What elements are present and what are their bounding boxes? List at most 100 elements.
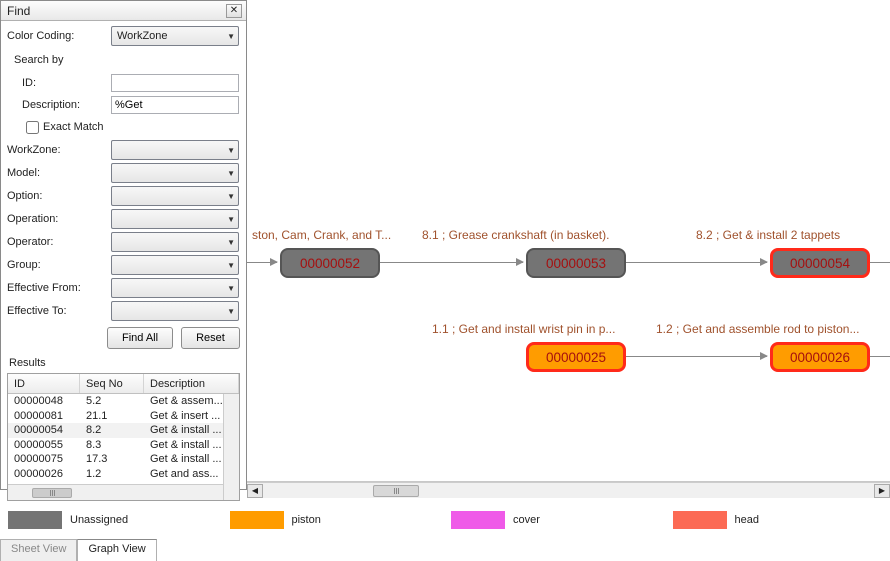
tab-graph-view[interactable]: Graph View <box>77 539 156 561</box>
id-label: ID: <box>22 77 111 89</box>
chevron-down-icon: ▼ <box>227 32 235 41</box>
filter-label: Option: <box>7 190 111 202</box>
color-coding-value: WorkZone <box>117 30 168 42</box>
col-desc-header[interactable]: Description <box>144 374 239 393</box>
col-seq-header[interactable]: Seq No <box>80 374 144 393</box>
find-panel: Find ✕ Color Coding: WorkZone ▼ Search b… <box>0 0 247 490</box>
filter-select[interactable]: ▼ <box>111 278 239 298</box>
filter-label: Group: <box>7 259 111 271</box>
legend-swatch <box>230 511 284 529</box>
graph-edge <box>380 262 523 263</box>
exact-match-checkbox[interactable] <box>26 121 39 134</box>
scroll-track[interactable] <box>263 484 874 498</box>
cell-id: 00000026 <box>8 468 80 480</box>
graph-node[interactable]: 00000054 <box>770 248 870 278</box>
description-row: Description: <box>8 94 239 116</box>
id-input[interactable] <box>111 74 239 92</box>
filter-label: Model: <box>7 167 111 179</box>
canvas-h-scroll[interactable]: ◀ ▶ <box>247 482 890 498</box>
filter-label: WorkZone: <box>7 144 111 156</box>
filter-label: Operator: <box>7 236 111 248</box>
legend-label: piston <box>292 514 321 526</box>
filter-select[interactable]: ▼ <box>111 209 239 229</box>
find-form: Color Coding: WorkZone ▼ Search by ID: D… <box>1 21 246 505</box>
cell-id: 00000055 <box>8 439 80 451</box>
description-input[interactable] <box>111 96 239 114</box>
chevron-down-icon: ▼ <box>227 215 235 224</box>
graph-edge <box>626 356 767 357</box>
chevron-down-icon: ▼ <box>227 307 235 316</box>
legend-swatch <box>451 511 505 529</box>
legend-item: cover <box>451 511 661 529</box>
filter-select[interactable]: ▼ <box>111 232 239 252</box>
results-table: ID Seq No Description 000000485.2Get & a… <box>7 373 240 501</box>
table-row[interactable]: 000000261.2Get and ass... <box>8 467 239 482</box>
color-coding-select[interactable]: WorkZone ▼ <box>111 26 239 46</box>
table-row[interactable]: 000000485.2Get & assem... <box>8 394 239 409</box>
node-label: 8.2 ; Get & install 2 tappets <box>696 228 840 242</box>
reset-button[interactable]: Reset <box>181 327 240 349</box>
button-row: Find All Reset <box>7 323 240 353</box>
graph-node[interactable]: 00000026 <box>770 342 870 372</box>
results-v-scroll[interactable] <box>223 394 239 500</box>
search-by-label: Search by <box>8 49 239 71</box>
graph-canvas[interactable]: ston, Cam, Crank, and T... 00000052 8.1 ; … <box>247 0 890 482</box>
close-icon[interactable]: ✕ <box>226 4 242 18</box>
table-row[interactable]: 0000008121.1Get & insert ... <box>8 409 239 424</box>
graph-node[interactable]: 00000053 <box>526 248 626 278</box>
cell-id: 00000081 <box>8 410 80 422</box>
legend-label: cover <box>513 514 540 526</box>
filter-label: Effective To: <box>7 305 111 317</box>
cell-id: 00000048 <box>8 395 80 407</box>
cell-seq: 8.2 <box>80 424 144 436</box>
filter-row: Operation: ▼ <box>7 208 240 230</box>
scroll-right-icon[interactable]: ▶ <box>874 484 890 498</box>
cell-seq: 17.3 <box>80 453 144 465</box>
cell-seq: 5.2 <box>80 395 144 407</box>
graph-node[interactable]: 00000052 <box>280 248 380 278</box>
legend-swatch <box>673 511 727 529</box>
tab-sheet-view[interactable]: Sheet View <box>0 539 77 561</box>
node-label: ston, Cam, Crank, and T... <box>252 228 391 242</box>
graph-edge <box>247 262 277 263</box>
node-label: 1.1 ; Get and install wrist pin in p... <box>432 322 615 336</box>
node-label: 1.2 ; Get and assemble rod to piston... <box>656 322 859 336</box>
view-tabs: Sheet View Graph View <box>0 538 157 560</box>
filter-row: Effective To: ▼ <box>7 300 240 322</box>
col-id-header[interactable]: ID <box>8 374 80 393</box>
filter-row: Group: ▼ <box>7 254 240 276</box>
legend-swatch <box>8 511 62 529</box>
canvas-inner: ston, Cam, Crank, and T... 00000052 8.1 ; … <box>247 0 890 481</box>
find-all-button[interactable]: Find All <box>107 327 173 349</box>
filter-select[interactable]: ▼ <box>111 186 239 206</box>
color-coding-row: Color Coding: WorkZone ▼ <box>7 25 240 47</box>
node-label: 8.1 ; Grease crankshaft (in basket). <box>422 228 609 242</box>
chevron-down-icon: ▼ <box>227 261 235 270</box>
scroll-left-icon[interactable]: ◀ <box>247 484 263 498</box>
find-titlebar[interactable]: Find ✕ <box>1 1 246 21</box>
cell-seq: 21.1 <box>80 410 144 422</box>
table-row[interactable]: 000000558.3Get & install ... <box>8 438 239 453</box>
table-row[interactable]: 0000007517.3Get & install ... <box>8 452 239 467</box>
find-title: Find <box>7 4 226 18</box>
description-label: Description: <box>22 99 111 111</box>
exact-match-label: Exact Match <box>43 121 104 133</box>
scrollbar-thumb[interactable] <box>373 485 419 497</box>
filter-select[interactable]: ▼ <box>111 140 239 160</box>
legend-item: piston <box>230 511 440 529</box>
graph-node[interactable]: 00000025 <box>526 342 626 372</box>
exact-match-row: Exact Match <box>8 116 239 138</box>
search-by-group: Search by ID: Description: Exact Match <box>7 48 240 139</box>
filter-row: Operator:▼ <box>7 231 240 253</box>
filter-select[interactable]: ▼ <box>111 163 239 183</box>
filter-select[interactable]: ▼ <box>111 301 239 321</box>
scrollbar-thumb[interactable] <box>32 488 72 498</box>
results-h-scroll[interactable] <box>8 484 223 500</box>
filter-row: Model:▼ <box>7 162 240 184</box>
table-row[interactable]: 000000548.2Get & install ... <box>8 423 239 438</box>
filter-select[interactable]: ▼ <box>111 255 239 275</box>
filter-label: Operation: <box>7 213 111 225</box>
filter-label: Effective From: <box>7 282 111 294</box>
results-label: Results <box>7 353 240 371</box>
chevron-down-icon: ▼ <box>227 192 235 201</box>
